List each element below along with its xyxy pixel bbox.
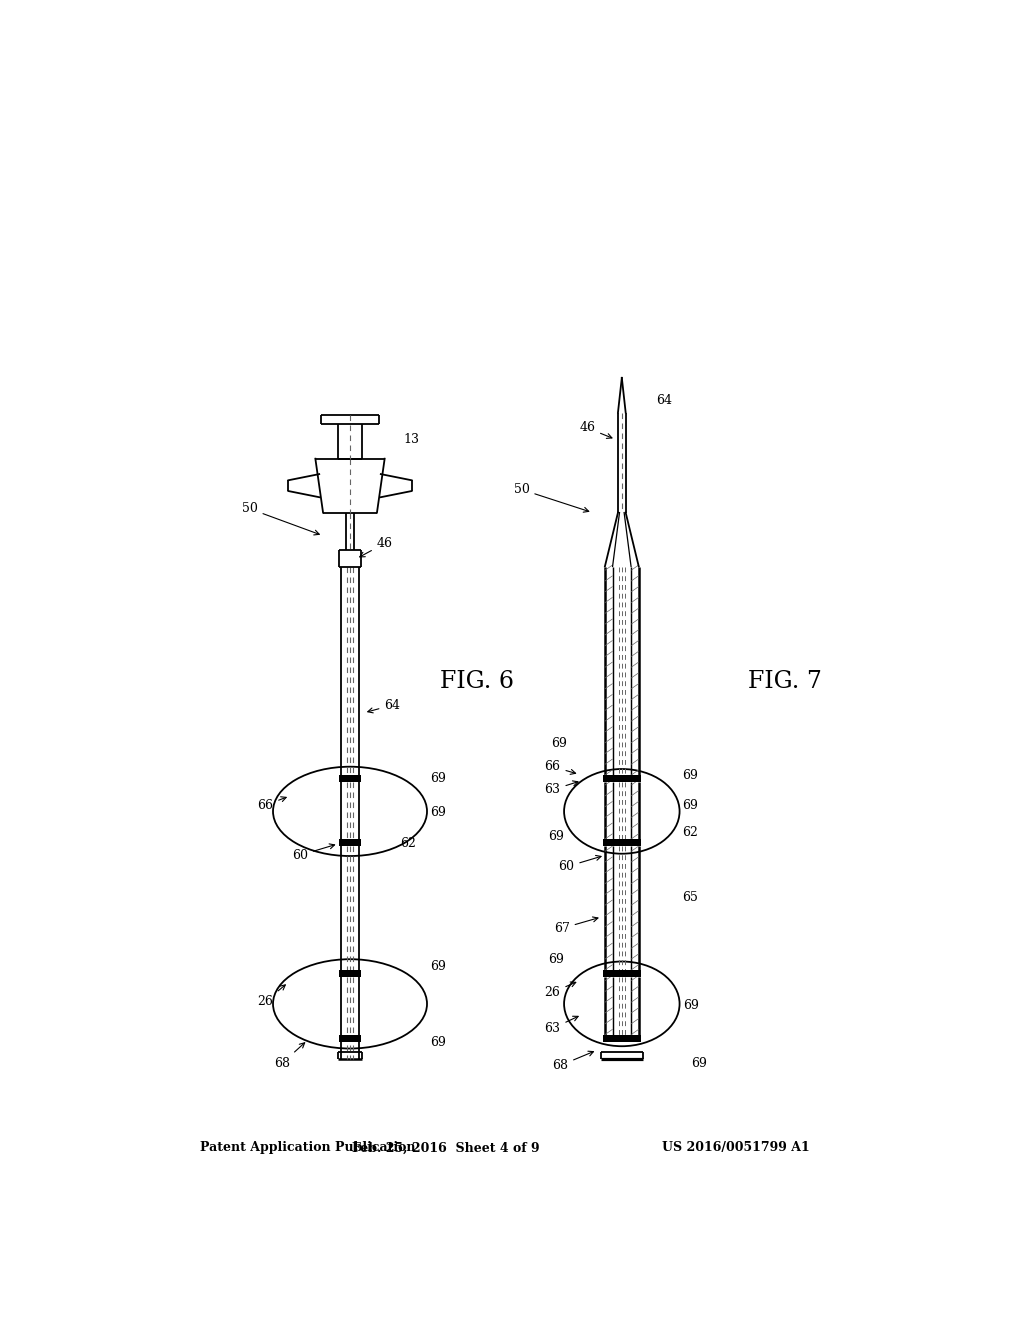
- Bar: [602, 970, 641, 977]
- Text: 67: 67: [554, 917, 598, 935]
- Text: 66: 66: [545, 760, 575, 775]
- Text: 50: 50: [514, 483, 589, 512]
- Bar: [602, 775, 641, 781]
- Bar: [602, 840, 641, 846]
- Text: 69: 69: [551, 737, 566, 750]
- Text: 63: 63: [545, 781, 578, 796]
- Bar: [339, 970, 360, 977]
- Text: 69: 69: [431, 807, 446, 820]
- Text: 64: 64: [368, 698, 400, 713]
- Text: 68: 68: [552, 1051, 594, 1072]
- Text: 69: 69: [682, 770, 697, 783]
- Text: FIG. 6: FIG. 6: [440, 671, 514, 693]
- Text: 46: 46: [580, 421, 612, 438]
- Text: 69: 69: [682, 799, 697, 812]
- Text: 26: 26: [257, 985, 286, 1008]
- Bar: [339, 1035, 360, 1041]
- Text: 62: 62: [682, 825, 697, 838]
- Text: 69: 69: [549, 829, 564, 842]
- Text: 60: 60: [292, 843, 335, 862]
- Bar: [339, 840, 360, 846]
- Text: 63: 63: [545, 1016, 579, 1035]
- Text: 69: 69: [549, 953, 564, 966]
- Text: 69: 69: [431, 961, 446, 973]
- Text: 46: 46: [359, 537, 392, 557]
- Text: FIG. 7: FIG. 7: [749, 671, 822, 693]
- Bar: [339, 775, 360, 781]
- Text: 26: 26: [545, 982, 575, 999]
- Text: 50: 50: [242, 502, 319, 535]
- Text: 69: 69: [431, 1036, 446, 1049]
- Text: US 2016/0051799 A1: US 2016/0051799 A1: [662, 1142, 810, 1155]
- Text: Feb. 25, 2016  Sheet 4 of 9: Feb. 25, 2016 Sheet 4 of 9: [352, 1142, 540, 1155]
- Text: 13: 13: [403, 433, 420, 446]
- Text: 66: 66: [257, 797, 286, 812]
- Text: 60: 60: [558, 855, 601, 874]
- Text: 69: 69: [683, 999, 699, 1012]
- Text: 69: 69: [431, 772, 446, 785]
- Text: 65: 65: [682, 891, 697, 904]
- Text: 68: 68: [274, 1043, 305, 1069]
- Text: 69: 69: [691, 1056, 707, 1069]
- Bar: [602, 1035, 641, 1041]
- Text: 62: 62: [399, 837, 416, 850]
- Text: Patent Application Publication: Patent Application Publication: [200, 1142, 416, 1155]
- Text: 64: 64: [656, 395, 672, 408]
